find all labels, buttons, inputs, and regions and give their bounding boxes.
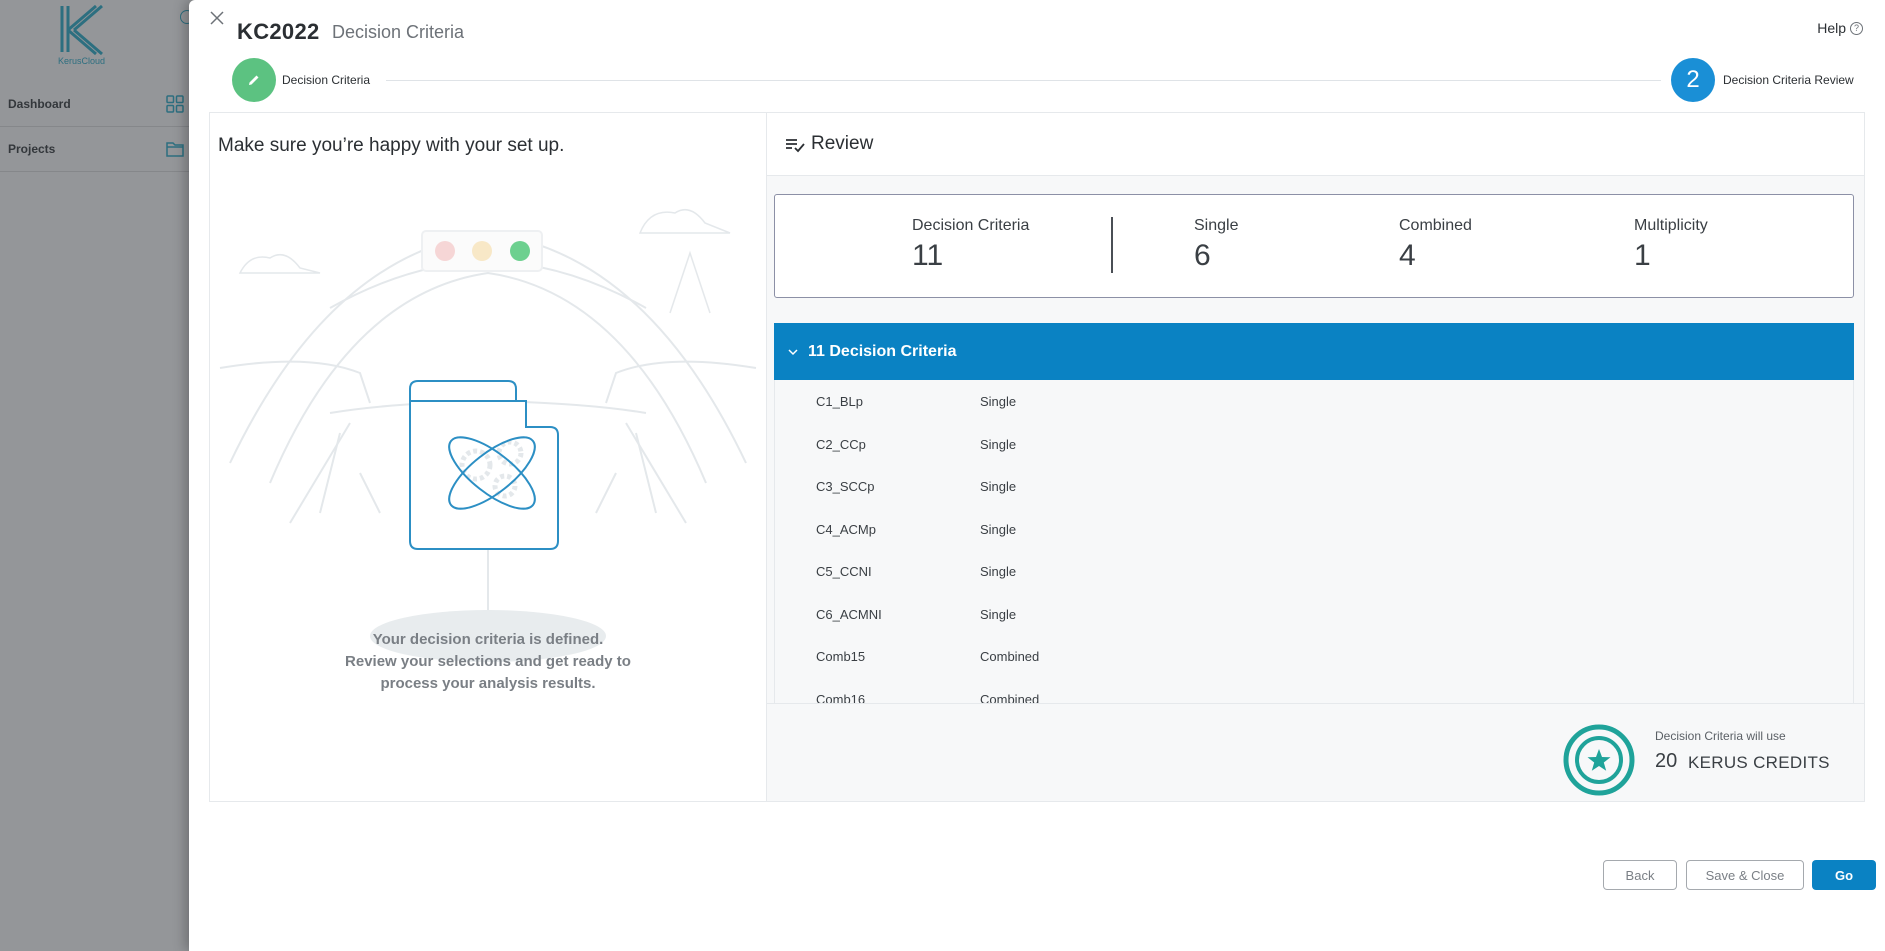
chevron-down-icon bbox=[788, 348, 798, 355]
accordion-label: 11 Decision Criteria bbox=[808, 342, 957, 360]
list-item: C6_ACMNI Single bbox=[816, 606, 1017, 622]
credits-value: 20 bbox=[1655, 750, 1678, 772]
list-item: C2_CCp Single bbox=[816, 436, 1017, 452]
setup-heading: Make sure you’re happy with your set up. bbox=[218, 135, 565, 156]
credits-unit: KERUS CREDITS bbox=[1688, 753, 1830, 772]
stat-combined: Combined 4 bbox=[1399, 217, 1472, 272]
help-question-icon: ? bbox=[1850, 21, 1863, 35]
kerus-logo-icon bbox=[60, 4, 103, 56]
decision-criteria-modal: KC2022 Decision Criteria Help ? Decision… bbox=[189, 0, 1885, 951]
review-header: Review bbox=[767, 113, 1864, 176]
criteria-list[interactable]: C1_BLp Single C2_CCp Single C3_SCCp Sing… bbox=[774, 380, 1854, 703]
checklist-icon bbox=[786, 139, 805, 153]
stat-single: Single 6 bbox=[1194, 217, 1239, 272]
list-item: C3_SCCp Single bbox=[816, 479, 1017, 494]
modal-subtitle: Decision Criteria bbox=[332, 22, 465, 42]
step-1-circle[interactable] bbox=[232, 58, 276, 102]
help-label: Help bbox=[1817, 20, 1846, 36]
setup-illustration bbox=[219, 208, 757, 662]
sidebar-item-projects[interactable]: Projects bbox=[0, 127, 200, 172]
sidebar-item-label: Projects bbox=[8, 142, 56, 156]
step-2-circle: 2 bbox=[1671, 58, 1715, 102]
step-1-label: Decision Criteria bbox=[282, 73, 371, 87]
app-sidebar: KerusCloud Dashboard Projects bbox=[0, 0, 200, 951]
folder-icon bbox=[166, 142, 184, 157]
panel-divider bbox=[767, 703, 1864, 704]
list-item: C4_ACMp Single bbox=[816, 521, 1017, 537]
stepper-line bbox=[386, 80, 1661, 81]
step-2-label: Decision Criteria Review bbox=[1723, 73, 1854, 87]
credits-caption: Decision Criteria will use bbox=[1655, 729, 1786, 743]
save-close-button[interactable]: Save & Close bbox=[1686, 860, 1804, 890]
help-link[interactable]: Help ? bbox=[1817, 20, 1863, 36]
pencil-icon bbox=[249, 75, 259, 85]
list-item: Comb16 Combined bbox=[816, 691, 1040, 704]
list-item: Comb15 Combined bbox=[816, 649, 1040, 664]
list-item: C1_BLp Single bbox=[816, 394, 1017, 409]
criteria-accordion-header[interactable]: 11 Decision Criteria bbox=[774, 323, 1854, 380]
grid-icon bbox=[166, 95, 184, 113]
review-title: Review bbox=[811, 133, 874, 154]
left-panel: Make sure you’re happy with your set up. bbox=[209, 112, 766, 802]
project-title: KC2022 bbox=[237, 19, 320, 44]
close-icon[interactable] bbox=[205, 6, 229, 30]
stats-card: Decision Criteria 11 Single 6 Combined 4… bbox=[774, 194, 1854, 298]
go-button[interactable]: Go bbox=[1812, 860, 1876, 890]
sidebar-item-dashboard[interactable]: Dashboard bbox=[0, 82, 200, 127]
star-badge-icon bbox=[1563, 724, 1635, 796]
list-item: C5_CCNI Single bbox=[816, 564, 1017, 579]
logo-text: KerusCloud bbox=[58, 56, 106, 66]
review-panel: Review Decision Criteria 11 Single 6 Com… bbox=[766, 112, 1865, 802]
sidebar-item-label: Dashboard bbox=[8, 97, 71, 111]
stat-multiplicity: Multiplicity 1 bbox=[1634, 217, 1708, 272]
setup-message: Your decision criteria is defined. Revie… bbox=[345, 631, 631, 692]
stat-decision-criteria: Decision Criteria 11 bbox=[912, 217, 1030, 272]
stat-divider bbox=[1111, 217, 1113, 273]
back-button[interactable]: Back bbox=[1603, 860, 1677, 890]
